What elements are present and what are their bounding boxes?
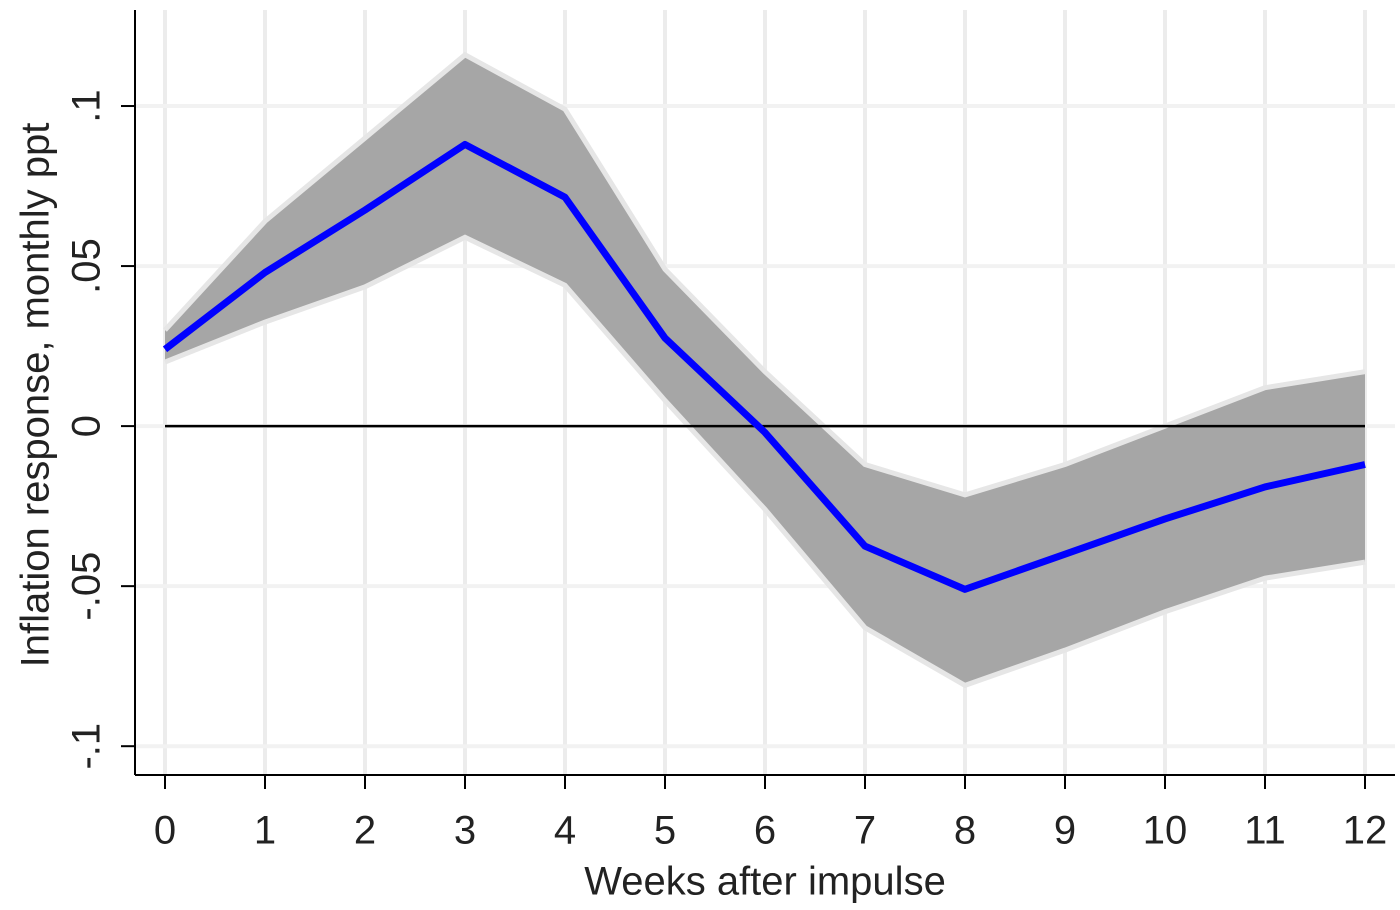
y-tick-label: .05 (65, 238, 109, 294)
response-line (162, 140, 1366, 593)
y-axis-label: Inflation response, monthly ppt (14, 123, 58, 668)
confidence-band (165, 54, 1365, 686)
x-tick-label: 4 (554, 809, 576, 853)
x-tick-label: 9 (1054, 809, 1076, 853)
x-tick-label: 11 (1244, 809, 1286, 853)
x-tick-label: 0 (154, 809, 176, 853)
y-tick-label: 0 (65, 415, 109, 437)
x-tick-label: 3 (454, 809, 476, 853)
x-tick-label: 5 (654, 809, 676, 853)
band-lower (164, 234, 1366, 689)
x-axis-label: Weeks after impulse (584, 860, 946, 904)
x-tick-label: 1 (254, 809, 276, 853)
y-tick-label: -.1 (65, 723, 109, 770)
x-tick-label: 8 (954, 809, 976, 853)
x-tick-label: 2 (354, 809, 376, 853)
y-tick-label: .1 (65, 89, 109, 122)
y-tick-label: -.05 (65, 552, 109, 621)
x-tick-label: 10 (1143, 809, 1188, 853)
x-tick-label: 7 (854, 809, 876, 853)
x-tick-label: 6 (754, 809, 776, 853)
x-tick-label: 12 (1343, 809, 1388, 853)
